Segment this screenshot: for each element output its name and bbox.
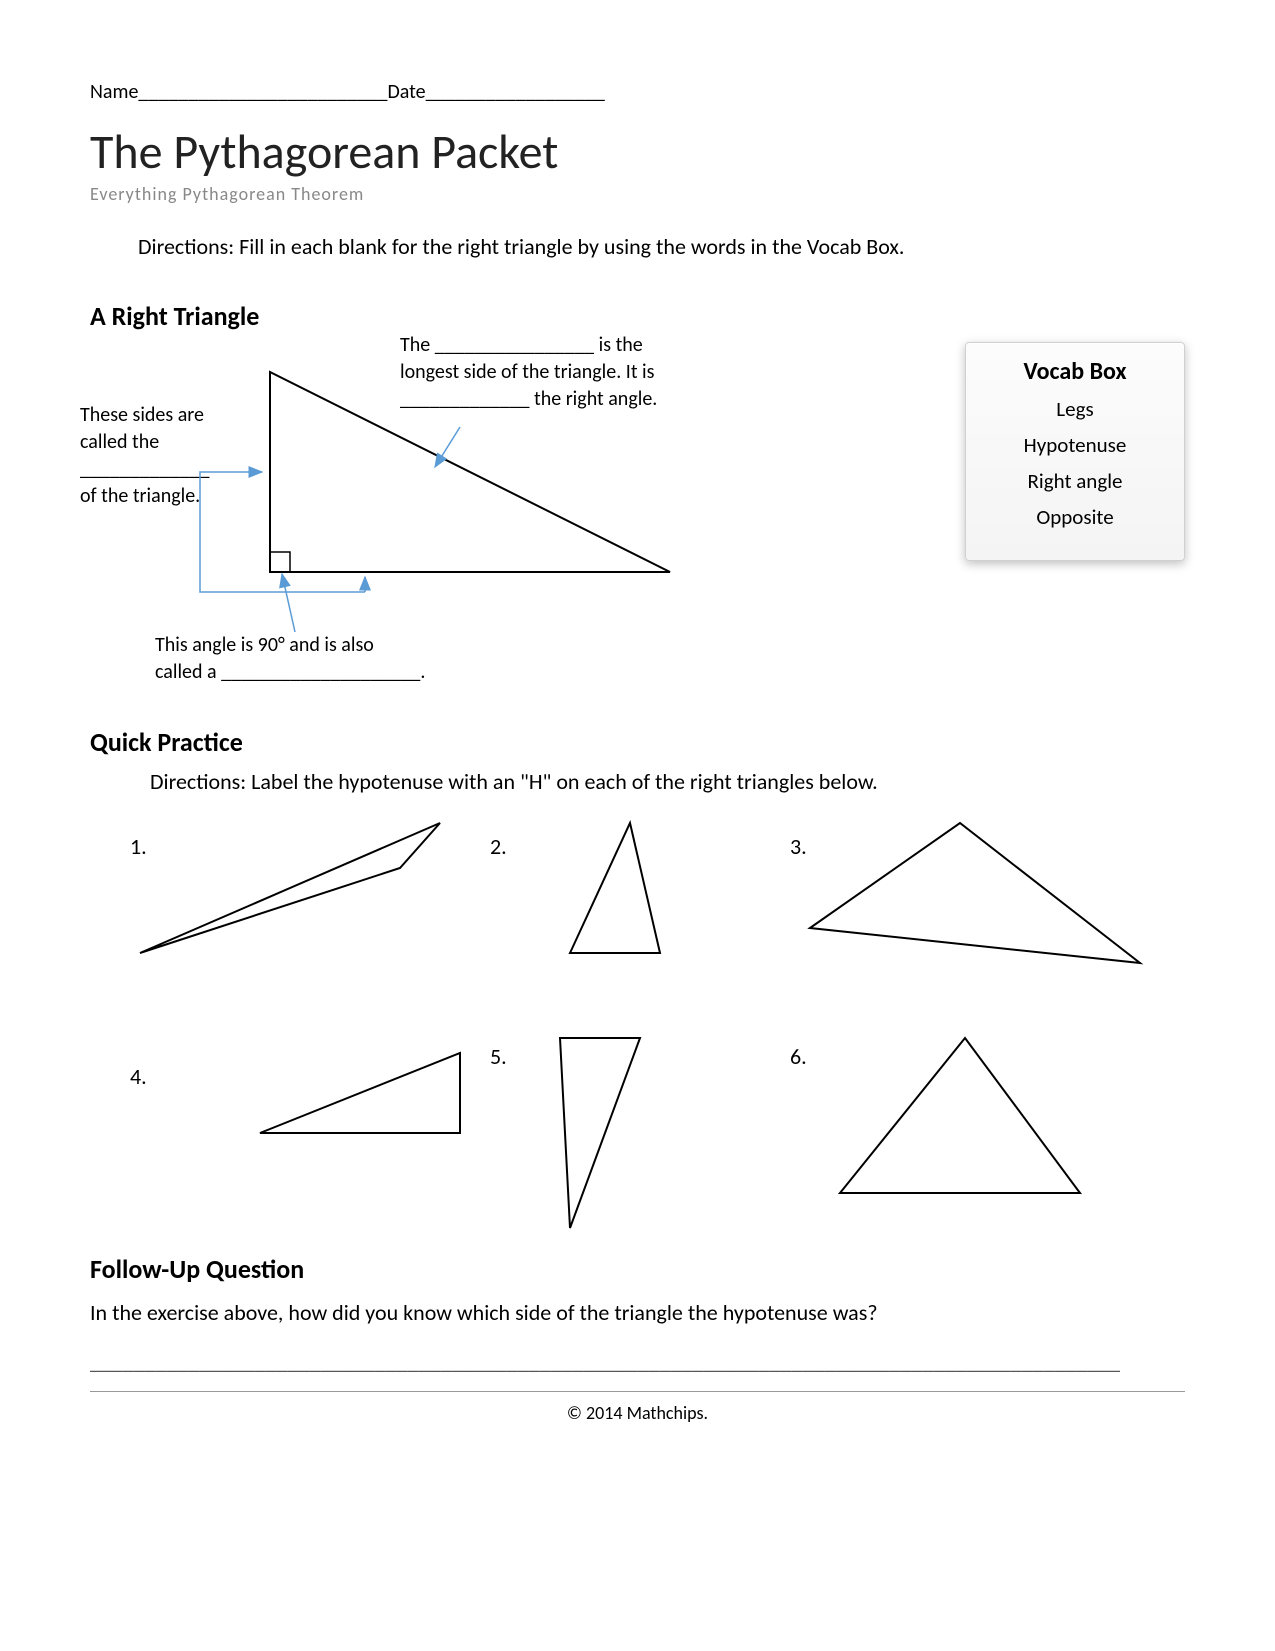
- section-heading-right-triangle: A Right Triangle: [90, 300, 1185, 332]
- vocab-box: Vocab Box Legs Hypotenuse Right angle Op…: [965, 342, 1185, 561]
- date-label: Date: [387, 80, 425, 104]
- triangle-4: [140, 1043, 480, 1153]
- triangle-1: [140, 823, 470, 973]
- copyright: © 2014 Mathchips.: [90, 1402, 1185, 1424]
- vocab-title: Vocab Box: [984, 357, 1166, 386]
- triangle-3: [810, 823, 1170, 983]
- triangle-5: [510, 1038, 690, 1238]
- name-date-row: Name_________________________Date_______…: [90, 80, 1185, 104]
- triangle-grid: 1. 2. 3. 4.: [90, 813, 1185, 1253]
- date-blank[interactable]: __________________: [426, 80, 605, 104]
- footer-rule: [90, 1391, 1185, 1392]
- quick-practice-section: Quick Practice Directions: Label the hyp…: [90, 726, 1185, 1253]
- vocab-item: Right angle: [984, 468, 1166, 494]
- vocab-item: Legs: [984, 396, 1166, 422]
- vocab-item: Hypotenuse: [984, 432, 1166, 458]
- section-heading-followup: Follow-Up Question: [90, 1253, 1185, 1285]
- triangle-number: 5.: [490, 1043, 507, 1070]
- main-triangle: [270, 372, 670, 572]
- right-triangle-diagram: These sides are called the _____________…: [90, 342, 1185, 712]
- section-heading-quick-practice: Quick Practice: [90, 726, 1185, 758]
- worksheet-page: Name_________________________Date_______…: [90, 80, 1185, 1424]
- triangle-number: 2.: [490, 833, 507, 860]
- triangle-6: [800, 1038, 1120, 1218]
- bracket-legs: [200, 472, 215, 592]
- page-subtitle: Everything Pythagorean Theorem: [90, 183, 1185, 205]
- vocab-item: Opposite: [984, 504, 1166, 530]
- page-title: The Pythagorean Packet: [90, 122, 1185, 181]
- answer-line[interactable]: ________________________________________…: [90, 1348, 1185, 1375]
- quick-practice-directions: Directions: Label the hypotenuse with an…: [150, 768, 1185, 795]
- triangle-svg: [190, 352, 890, 712]
- name-label: Name: [90, 80, 138, 104]
- triangle-number: 3.: [790, 833, 807, 860]
- directions: Directions: Fill in each blank for the r…: [138, 233, 1185, 260]
- name-blank[interactable]: _________________________: [138, 80, 387, 104]
- right-angle-box-icon: [270, 552, 290, 572]
- triangle-2: [510, 823, 710, 973]
- followup-question: In the exercise above, how did you know …: [90, 1299, 1185, 1326]
- arrow-to-right-angle: [282, 574, 295, 632]
